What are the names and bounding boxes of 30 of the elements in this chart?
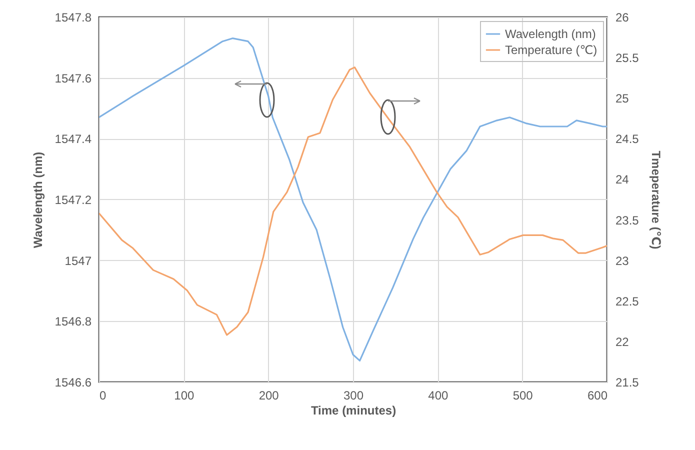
y2-tick-label: 25 (616, 92, 630, 106)
y-tick-label: 1547.2 (54, 193, 92, 207)
legend-label: Wavelength (nm) (505, 27, 596, 41)
y2-tick-label: 21.5 (616, 376, 640, 390)
x-tick-label: 600 (587, 388, 608, 402)
y2-tick-label: 24 (616, 172, 630, 187)
legend-label: Temperature (℃) (505, 43, 598, 57)
y2-tick-label: 25.5 (616, 51, 640, 66)
y-tick-label: 1547 (64, 254, 92, 268)
x-tick-label: 500 (512, 388, 534, 402)
y2-tick-label: 23 (616, 254, 630, 268)
y-tick-label: 1547.8 (54, 10, 92, 24)
x-tick-label: 400 (428, 388, 448, 402)
y2-tick-label: 22 (616, 334, 630, 349)
line-series (99, 66, 607, 336)
x-axis-title: Time (minutes) (310, 404, 396, 418)
y-tick-label: 1546.6 (54, 376, 92, 390)
y-axis-title: Wavelength (nm) (30, 152, 45, 248)
y2-tick-label: 24.5 (616, 132, 640, 146)
y2-axis-title: Tmeperature (℃) (648, 150, 663, 250)
x-tick-label: 100 (174, 388, 194, 402)
y2-tick-label: 26 (616, 10, 630, 24)
y-tick-label: 1546.8 (54, 314, 92, 329)
y-tick-label: 1547.6 (54, 71, 92, 86)
x-tick-label: 0 (100, 388, 106, 402)
y-tick-label: 1547.4 (54, 132, 92, 146)
x-tick-label: 200 (258, 388, 280, 402)
y2-tick-label: 23.5 (616, 213, 640, 228)
x-tick-label: 300 (343, 388, 364, 402)
y2-tick-label: 22.5 (616, 294, 640, 308)
